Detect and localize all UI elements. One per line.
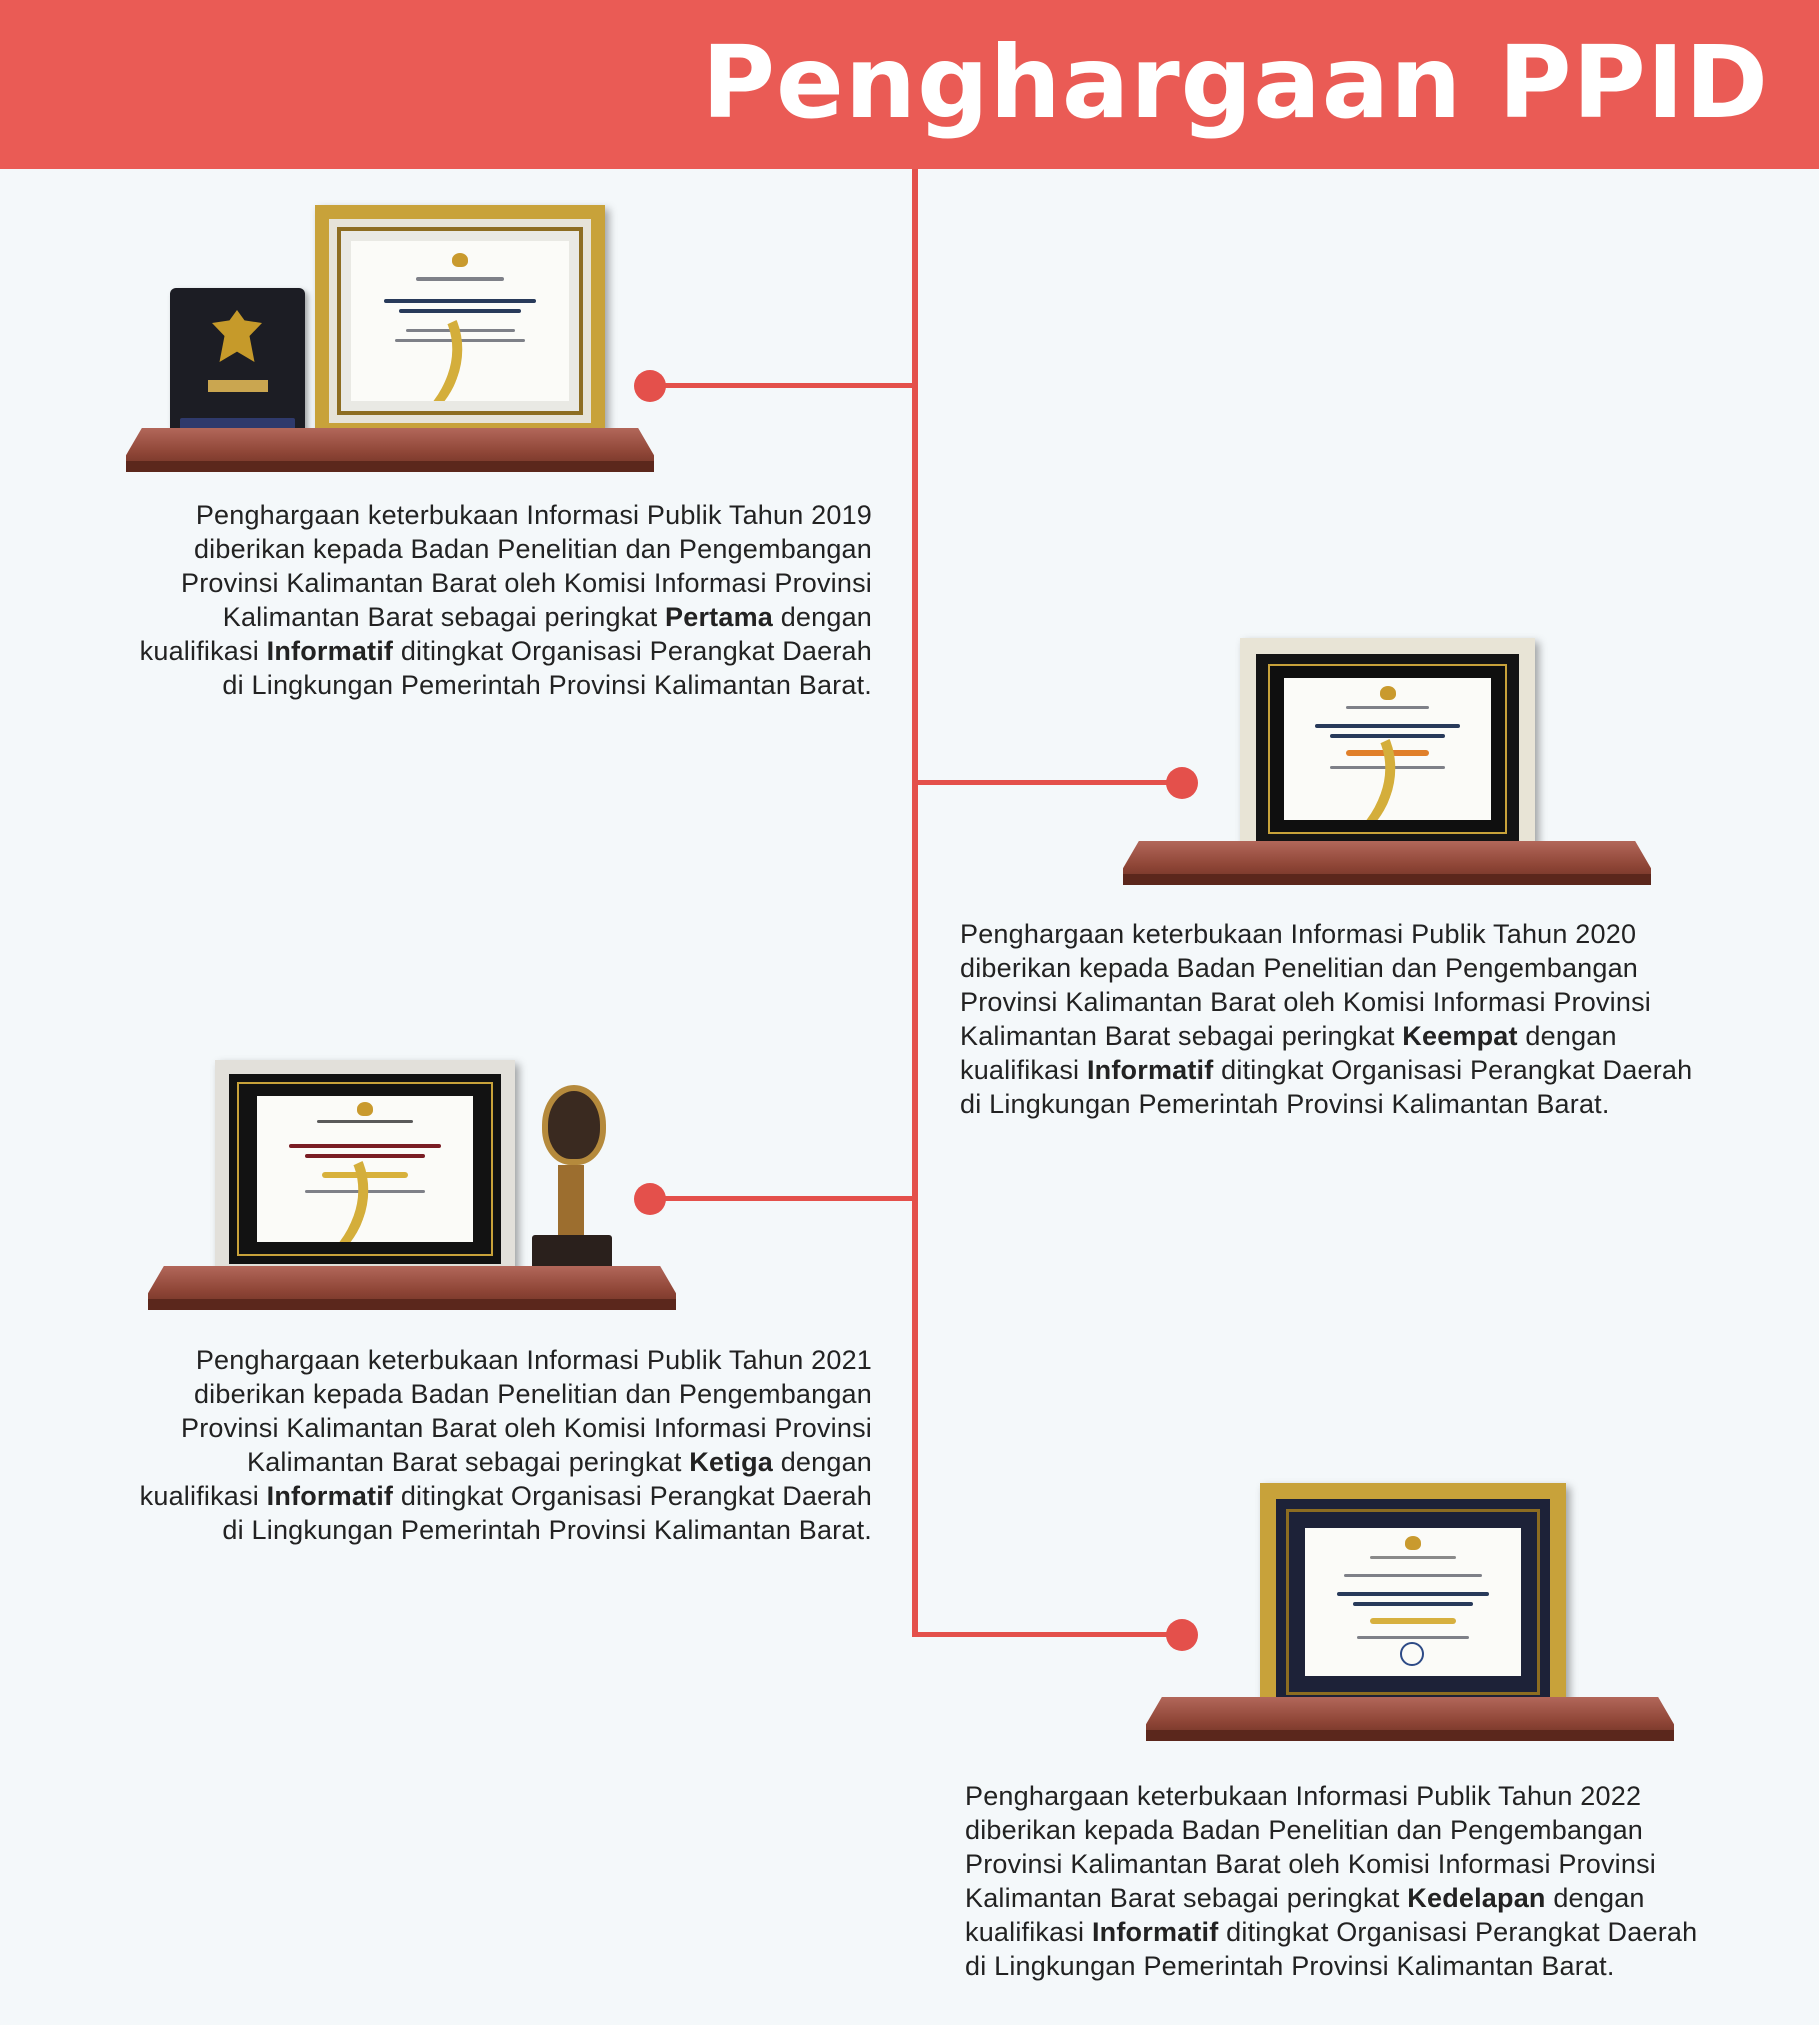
timeline-dot-2022 <box>1166 1619 1198 1651</box>
timeline-dot-2019 <box>634 370 666 402</box>
award-caption-2022: Penghargaan keterbukaan Informasi Publik… <box>965 1781 1698 1981</box>
certificate-frame <box>1260 1483 1566 1721</box>
certificate-frame <box>1240 638 1535 860</box>
page-title: Penghargaan PPID <box>701 24 1769 141</box>
award-qualification: Informatif <box>1091 1917 1219 1947</box>
award-caption-2019: Penghargaan keterbukaan Informasi Publik… <box>139 500 872 700</box>
trophy <box>530 1085 615 1275</box>
award-rank: Ketiga <box>689 1447 773 1477</box>
timeline-branch-2019 <box>650 383 915 388</box>
certificate-document <box>1305 1528 1521 1676</box>
certificate-frame <box>215 1060 515 1278</box>
seal-icon <box>1400 1642 1425 1666</box>
display-shelf <box>126 428 654 472</box>
header-banner: Penghargaan PPID <box>0 0 1819 169</box>
timeline-dot-2020 <box>1166 767 1198 799</box>
plaque-box <box>170 288 305 448</box>
certificate-document <box>1284 678 1491 820</box>
timeline-branch-2020 <box>915 780 1183 785</box>
display-shelf <box>148 1266 676 1310</box>
trophy-head <box>542 1085 606 1165</box>
award-caption-2020: Penghargaan keterbukaan Informasi Publik… <box>960 919 1693 1119</box>
award-rank: Pertama <box>665 602 773 632</box>
award-rank: Keempat <box>1402 1021 1518 1051</box>
timeline-branch-2021 <box>650 1196 915 1201</box>
garuda-emblem-icon <box>212 310 262 362</box>
award-qualification: Informatif <box>1086 1055 1214 1085</box>
award-qualification: Informatif <box>266 636 394 666</box>
timeline-dot-2021 <box>634 1183 666 1215</box>
certificate-document <box>257 1096 473 1242</box>
timeline-branch-2022 <box>915 1632 1183 1637</box>
award-rank: Kedelapan <box>1407 1883 1546 1913</box>
certificate-document <box>351 241 569 401</box>
display-shelf <box>1123 841 1651 885</box>
display-shelf <box>1146 1697 1674 1741</box>
award-caption-2021: Penghargaan keterbukaan Informasi Publik… <box>139 1345 872 1545</box>
certificate-frame <box>315 205 605 437</box>
award-qualification: Informatif <box>266 1481 394 1511</box>
timeline-spine <box>912 169 918 1637</box>
